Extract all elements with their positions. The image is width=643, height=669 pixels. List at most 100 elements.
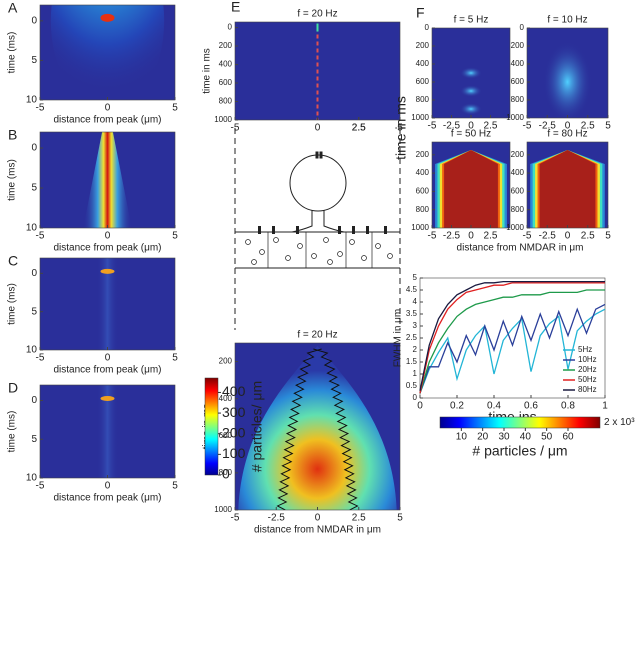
y-tick-label: 1 [413, 369, 418, 378]
x-tick-label: 5 [397, 513, 403, 524]
legend-label: 20Hz [578, 365, 597, 374]
x-tick-label: -2.5 [268, 513, 286, 524]
x-tick-label: 0 [417, 401, 423, 412]
heatmap [432, 142, 510, 228]
panel-title: f = 50 Hz [451, 129, 491, 140]
y-tick-label: 5 [31, 434, 37, 445]
tick-label: 10 [456, 432, 468, 443]
x-tick-label: 0 [105, 353, 111, 364]
tick-label: 400 [222, 383, 246, 399]
x-tick-label: 0 [468, 231, 474, 242]
tick-label: 100 [222, 445, 246, 461]
x-tick-label: 0 [105, 481, 111, 492]
heat-peak [100, 13, 115, 22]
x-tick-label: -5 [36, 103, 45, 114]
y-axis-label: time in ms [202, 48, 213, 94]
heatmap [40, 132, 175, 228]
x-tick-label: 5 [172, 481, 178, 492]
panel-label: E [231, 0, 240, 15]
y-tick-label: 1000 [506, 223, 524, 232]
x-tick-label: 0.6 [524, 401, 538, 412]
heatmap [40, 385, 175, 478]
y-tick-label: 600 [219, 78, 233, 87]
y-tick-label: 2.5 [406, 333, 418, 342]
y-tick-label: 400 [416, 168, 430, 177]
x-tick-label: -5 [36, 231, 45, 242]
y-tick-label: 10 [26, 223, 38, 234]
y-tick-label: 10 [26, 95, 38, 106]
x-tick-label: 2.5 [484, 231, 498, 242]
panel-title: f = 10 Hz [547, 15, 587, 26]
legend-label: 10Hz [578, 355, 597, 364]
y-tick-label: 5 [31, 55, 37, 66]
y-tick-label: 0 [31, 395, 37, 406]
x-tick-label: 2.5 [352, 123, 366, 134]
x-tick-label: -5 [523, 231, 532, 242]
x-tick-label: 0 [468, 121, 474, 132]
y-tick-label: 10 [26, 345, 38, 356]
x-tick-label: -2.5 [539, 121, 557, 132]
heat-blob [50, 5, 165, 100]
y-tick-label: 5 [413, 273, 418, 282]
y-tick-label: 10 [26, 473, 38, 484]
heatmap [527, 28, 608, 118]
y-axis-label: time (ms) [7, 159, 18, 201]
x-tick-label: 2.5 [581, 121, 595, 132]
x-tick-label: 0 [105, 231, 111, 242]
x-axis-label: distance from peak (μm) [53, 365, 161, 376]
x-axis-label: distance from NMDAR in μm [457, 243, 584, 254]
y-tick-label: 200 [219, 357, 233, 366]
x-tick-label: 5 [172, 231, 178, 242]
x-tick-label: 0 [315, 123, 321, 134]
panel-label: C [8, 253, 18, 269]
x-tick-label: -2.5 [443, 121, 461, 132]
panel-title: f = 20 Hz [297, 330, 337, 341]
y-tick-label: 200 [416, 41, 430, 50]
x-tick-label: 5 [397, 123, 403, 134]
colorbar-label: # particles/ μm [249, 381, 265, 472]
series-line [419, 303, 606, 394]
x-tick-label: 5 [605, 121, 611, 132]
heatmap [40, 258, 175, 350]
y-tick-label: 600 [511, 77, 525, 86]
x-tick-label: 5 [172, 103, 178, 114]
y-axis-label: FWHM in μm [393, 309, 404, 368]
panel-title: f = 5 Hz [454, 15, 489, 26]
y-tick-label: 800 [219, 97, 233, 106]
x-tick-label: 0.2 [450, 401, 464, 412]
panel-label: D [8, 380, 18, 396]
x-tick-label: -5 [428, 231, 437, 242]
y-tick-label: 400 [511, 59, 525, 68]
x-tick-label: 2.5 [581, 231, 595, 242]
y-tick-label: 600 [416, 187, 430, 196]
series-line [419, 280, 605, 391]
x-tick-label: 2.5 [352, 513, 366, 524]
y-tick-label: 600 [416, 77, 430, 86]
heat-blob [543, 41, 592, 118]
heatmap [235, 22, 400, 120]
y-tick-label: 800 [219, 468, 233, 477]
y-tick-label: 800 [416, 95, 430, 104]
tick-label: 200 [222, 424, 246, 440]
y-tick-label: 0 [413, 393, 418, 402]
heat-blob [460, 85, 482, 97]
y-tick-label: 1000 [214, 505, 232, 514]
tick-label: 300 [222, 404, 246, 420]
series-line [419, 282, 605, 394]
x-axis-label: distance from peak (μm) [53, 493, 161, 504]
y-axis-label: time (ms) [7, 283, 18, 325]
tick-label: 0 [222, 466, 230, 482]
y-tick-label: 200 [511, 41, 525, 50]
heat-stripe [96, 258, 119, 350]
x-tick-label: -2.5 [539, 231, 557, 242]
heat-peak [100, 268, 115, 274]
legend-label: 80Hz [578, 385, 597, 394]
heat-bell [238, 346, 397, 510]
y-tick-label: 2 [413, 345, 418, 354]
x-tick-label: -5 [36, 481, 45, 492]
y-tick-label: 3 [413, 321, 418, 330]
y-tick-label: 600 [219, 431, 233, 440]
x-axis-label: distance from peak (μm) [53, 243, 161, 254]
panel-label: A [8, 0, 18, 16]
